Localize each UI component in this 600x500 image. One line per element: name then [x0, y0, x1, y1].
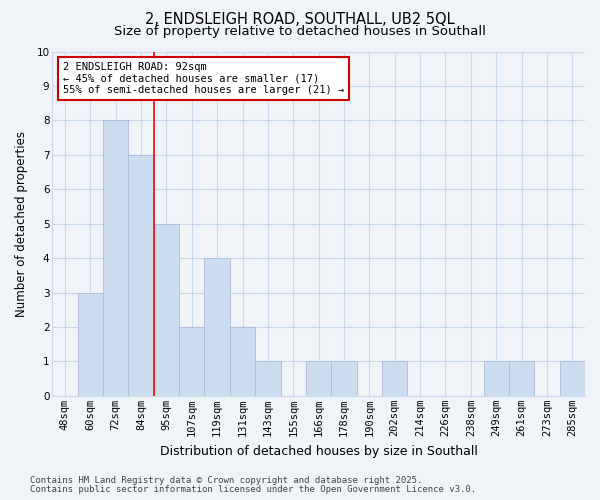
Bar — [77, 292, 103, 396]
Text: Contains HM Land Registry data © Crown copyright and database right 2025.: Contains HM Land Registry data © Crown c… — [30, 476, 422, 485]
Bar — [179, 327, 205, 396]
Y-axis label: Number of detached properties: Number of detached properties — [15, 130, 28, 316]
Bar — [154, 224, 179, 396]
Bar — [205, 258, 230, 396]
Bar — [128, 155, 154, 396]
Text: 2 ENDSLEIGH ROAD: 92sqm
← 45% of detached houses are smaller (17)
55% of semi-de: 2 ENDSLEIGH ROAD: 92sqm ← 45% of detache… — [63, 62, 344, 95]
Bar — [306, 362, 331, 396]
Text: Size of property relative to detached houses in Southall: Size of property relative to detached ho… — [114, 25, 486, 38]
Bar — [255, 362, 281, 396]
Bar — [103, 120, 128, 396]
Text: 2, ENDSLEIGH ROAD, SOUTHALL, UB2 5QL: 2, ENDSLEIGH ROAD, SOUTHALL, UB2 5QL — [145, 12, 455, 28]
Text: Contains public sector information licensed under the Open Government Licence v3: Contains public sector information licen… — [30, 485, 476, 494]
Bar — [484, 362, 509, 396]
Bar — [331, 362, 356, 396]
Bar — [509, 362, 534, 396]
Bar — [560, 362, 585, 396]
X-axis label: Distribution of detached houses by size in Southall: Distribution of detached houses by size … — [160, 444, 478, 458]
Bar — [230, 327, 255, 396]
Bar — [382, 362, 407, 396]
